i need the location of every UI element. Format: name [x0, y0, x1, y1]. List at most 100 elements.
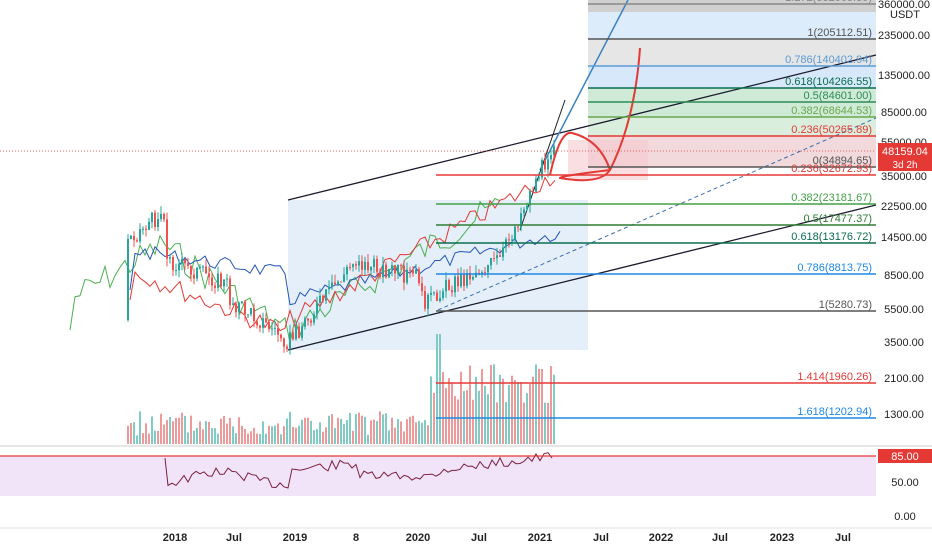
- volume-bar: [409, 416, 411, 444]
- volume-bar: [271, 426, 273, 444]
- candle-body: [547, 159, 549, 170]
- candle-body: [127, 239, 129, 320]
- candle-body: [484, 272, 486, 274]
- fib-label: 1(205112.51): [807, 27, 872, 39]
- y-tick-label: 235000.00: [878, 30, 930, 42]
- volume-bar: [373, 419, 375, 444]
- volume-bar: [391, 417, 393, 444]
- candle-body: [232, 303, 234, 305]
- candle-body: [325, 289, 327, 301]
- x-tick-label: Jul: [471, 532, 487, 544]
- base-line: [129, 231, 561, 306]
- volume-bar: [256, 433, 258, 444]
- volume-bar: [190, 415, 192, 444]
- volume-bar: [517, 382, 519, 444]
- fib-zone-0786: [588, 39, 876, 66]
- volume-bar: [247, 433, 249, 444]
- candle-body: [346, 267, 348, 275]
- volume-bar: [400, 421, 402, 444]
- candle-body: [424, 291, 426, 309]
- y-tick-label: 5500.00: [884, 304, 924, 316]
- candle-body: [220, 273, 222, 287]
- volume-bar: [484, 385, 486, 444]
- volume-bar: [535, 364, 537, 444]
- candle-body: [535, 178, 537, 192]
- candle-body: [130, 235, 132, 240]
- candle-body: [148, 222, 150, 230]
- volume-bar: [394, 427, 396, 444]
- volume-bar: [211, 428, 213, 444]
- volume-bar: [493, 364, 495, 444]
- volume-bar: [175, 417, 177, 444]
- volume-bar: [217, 433, 219, 444]
- fib-label: 0(34894.65): [813, 155, 872, 167]
- candle-body: [415, 269, 417, 274]
- volume-bar: [259, 433, 261, 444]
- volume-bar: [319, 422, 321, 444]
- candle-body: [514, 226, 516, 240]
- volume-bar: [361, 415, 363, 444]
- candle-body: [526, 205, 528, 210]
- volume-bar: [157, 430, 159, 444]
- candle-body: [280, 334, 282, 339]
- volume-bar: [496, 402, 498, 444]
- volume-bar: [337, 417, 339, 444]
- candle-body: [436, 292, 438, 301]
- candle-body: [193, 274, 195, 279]
- fib-label: 1.618(1202.94): [797, 406, 872, 418]
- candle-body: [409, 269, 411, 271]
- volume-bar: [442, 372, 444, 444]
- volume-bar: [487, 394, 489, 444]
- volume-bar: [298, 425, 300, 444]
- candle-body: [205, 266, 207, 274]
- volume-bar: [505, 402, 507, 444]
- volume-bar: [541, 369, 543, 444]
- conversion-line: [129, 176, 556, 332]
- volume-bar: [289, 411, 291, 444]
- candle-body: [418, 269, 420, 284]
- volume-bar: [490, 365, 492, 444]
- candle-body: [160, 213, 162, 219]
- volume-bar: [403, 431, 405, 444]
- volume-bar: [283, 426, 285, 444]
- candle-body: [181, 259, 183, 264]
- volume-bar: [346, 420, 348, 444]
- candle-body: [292, 332, 294, 340]
- volume-bar: [481, 368, 483, 444]
- volume-bar: [238, 417, 240, 444]
- candle-body: [286, 346, 288, 349]
- y-tick-label: 85000.00: [881, 107, 927, 119]
- volume-bar: [532, 376, 534, 444]
- candle-body: [328, 286, 330, 290]
- y-tick-label: 360000.00: [878, 0, 930, 11]
- candle-body: [226, 278, 228, 280]
- volume-bar: [385, 413, 387, 444]
- candle-body: [376, 258, 378, 272]
- candle-body: [517, 226, 519, 228]
- volume-bar: [169, 417, 171, 444]
- volume-bar: [151, 416, 153, 444]
- x-tick-label: 2023: [770, 532, 794, 544]
- volume-bar: [430, 376, 432, 444]
- volume-bar: [199, 421, 201, 444]
- candle-body: [253, 308, 255, 322]
- candle-body: [523, 209, 525, 214]
- candle-body: [544, 160, 546, 170]
- volume-bar: [418, 420, 420, 444]
- volume-bar: [136, 435, 138, 444]
- volume-bar: [145, 423, 147, 444]
- candle-body: [457, 276, 459, 287]
- candle-body: [229, 278, 231, 306]
- volume-bar: [229, 417, 231, 444]
- candle-body: [151, 212, 153, 222]
- volume-bar: [553, 374, 555, 444]
- volume-bar: [328, 415, 330, 444]
- candle-body: [268, 322, 270, 330]
- candle-body: [262, 318, 264, 328]
- volume-bar: [181, 412, 183, 444]
- volume-bar: [376, 421, 378, 444]
- candle-body: [175, 270, 177, 272]
- candle-body: [430, 292, 432, 295]
- volume-bar: [127, 425, 129, 444]
